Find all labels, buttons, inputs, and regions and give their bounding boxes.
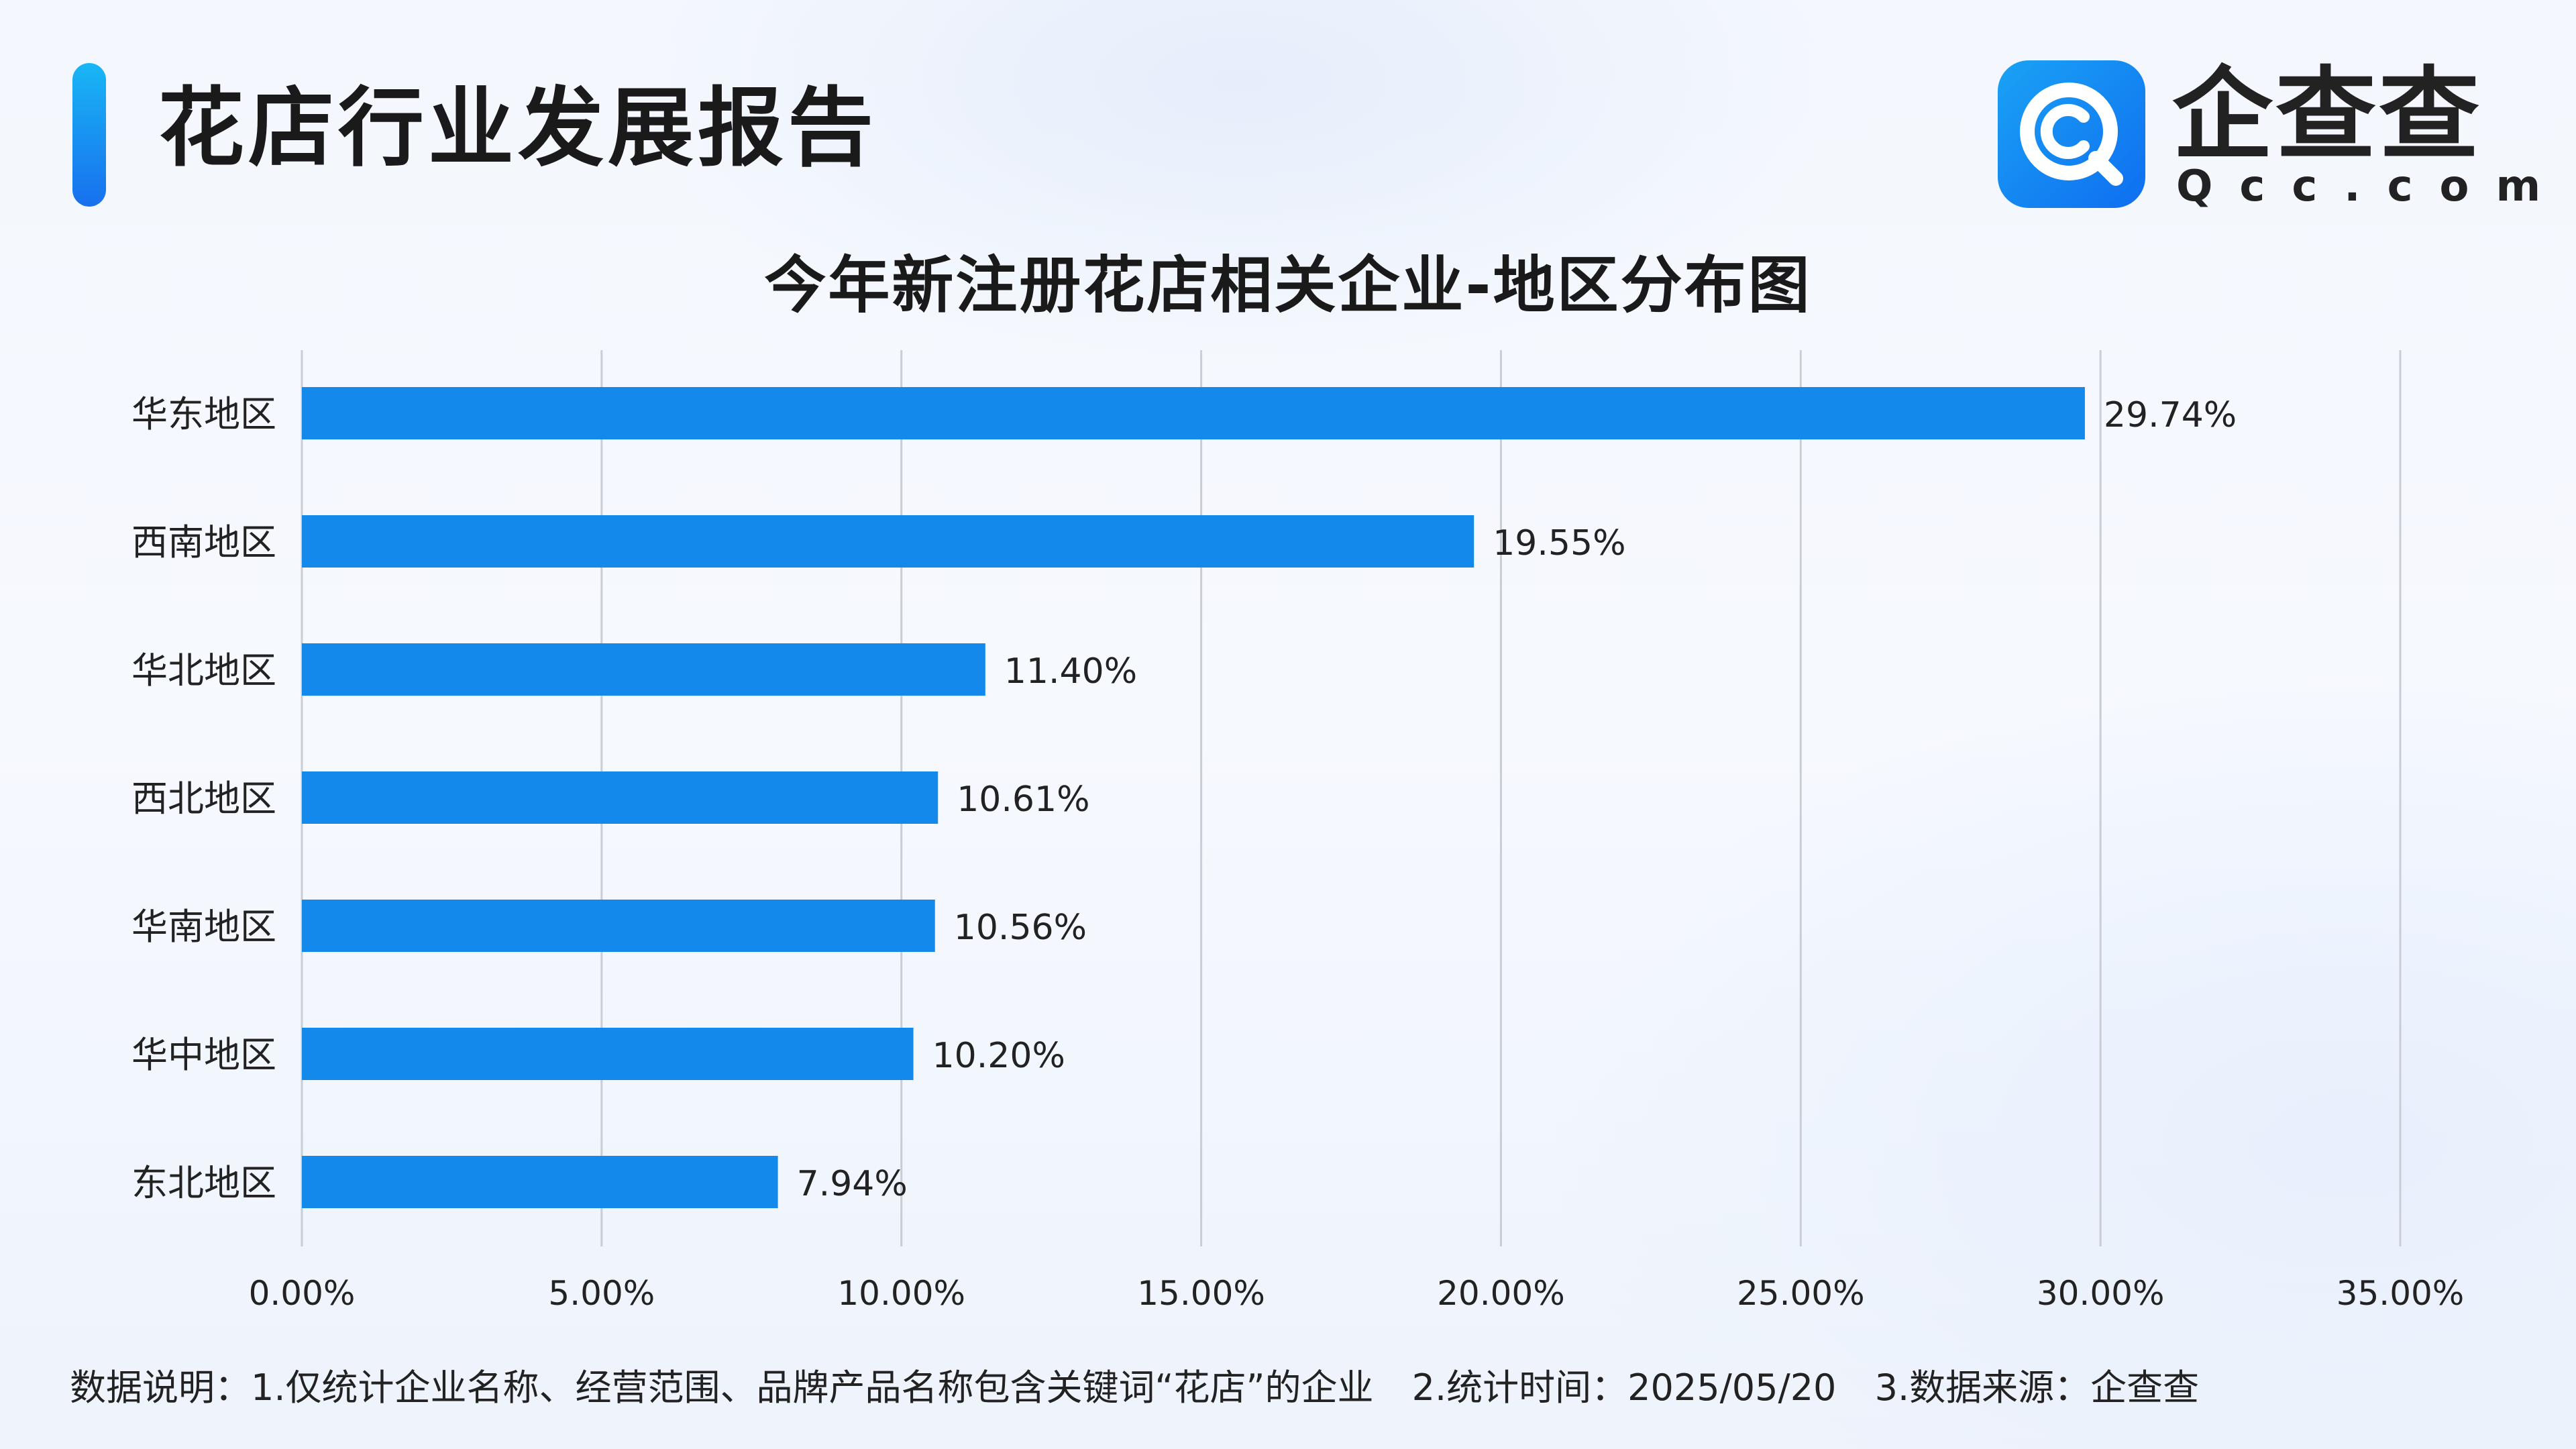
- category-label: 华南地区: [131, 906, 276, 948]
- category-label: 西南地区: [131, 521, 276, 564]
- footnote-source: 3.数据来源：企查查: [1874, 1366, 2200, 1409]
- value-label: 7.94%: [797, 1164, 908, 1204]
- logo-name: 企查查: [2172, 57, 2483, 174]
- x-tick-label: 25.00%: [1737, 1274, 1865, 1313]
- footnote-scope: 数据说明：1.仅统计企业名称、经营范围、品牌产品名称包含关键词“花店”的企业: [70, 1366, 1374, 1409]
- x-tick-label: 20.00%: [1437, 1274, 1565, 1313]
- qcc-logo-icon: [1998, 60, 2145, 208]
- bar: [302, 387, 2085, 439]
- x-tick-label: 10.00%: [837, 1274, 965, 1313]
- x-tick-label: 5.00%: [548, 1274, 655, 1313]
- footnote: 数据说明：1.仅统计企业名称、经营范围、品牌产品名称包含关键词“花店”的企业 2…: [70, 1364, 2199, 1411]
- x-tick-label: 35.00%: [2337, 1274, 2465, 1313]
- bar: [302, 1156, 778, 1208]
- chart-title: 今年新注册花店相关企业-地区分布图: [764, 250, 1812, 321]
- category-label: 东北地区: [131, 1162, 276, 1204]
- value-label: 10.61%: [957, 780, 1089, 820]
- value-label: 29.74%: [2104, 395, 2237, 435]
- category-label: 西北地区: [131, 777, 276, 820]
- category-label: 华中地区: [131, 1034, 276, 1076]
- bar: [302, 900, 935, 952]
- x-tick-label: 0.00%: [249, 1274, 356, 1313]
- value-label: 19.55%: [1493, 523, 1625, 564]
- value-label: 10.20%: [932, 1036, 1065, 1076]
- bar: [302, 1028, 914, 1080]
- value-label: 10.56%: [954, 908, 1087, 948]
- bar: [302, 515, 1474, 568]
- bar: [302, 771, 938, 824]
- category-label: 华东地区: [131, 393, 276, 435]
- logo-domain: Qcc.com: [2176, 162, 2568, 211]
- report-title: 花店行业发展报告: [158, 78, 878, 178]
- footnote-date: 2.统计时间：2025/05/20: [1411, 1366, 1837, 1409]
- x-tick-label: 15.00%: [1137, 1274, 1265, 1313]
- x-tick-label: 30.00%: [2037, 1274, 2165, 1313]
- category-label: 华北地区: [131, 649, 276, 692]
- title-accent-bar: [72, 63, 106, 207]
- value-label: 11.40%: [1004, 651, 1137, 692]
- bar: [302, 643, 985, 696]
